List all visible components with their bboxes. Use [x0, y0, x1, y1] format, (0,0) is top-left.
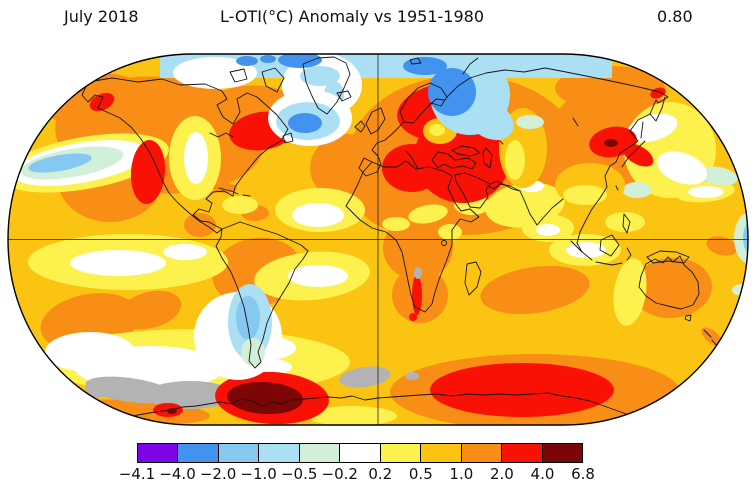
- colorbar-segment: [542, 444, 582, 462]
- colorbar-tick-label: 0.2: [368, 465, 393, 483]
- colorbar-segment: [299, 444, 341, 462]
- colorbar: [137, 443, 583, 463]
- colorbar-tick-labels: −4.1 −4.0 −2.0 −1.0 −0.5 −0.2 0.2 0.5 1.0 2.0 4.0 6…: [119, 465, 595, 485]
- colorbar-tick-label: 0.5: [408, 465, 433, 483]
- colorbar-segment: [178, 444, 219, 462]
- colorbar-segment: [138, 444, 179, 462]
- map-title: L-OTI(°C) Anomaly vs 1951-1980: [219, 7, 485, 26]
- colorbar-segment: [380, 444, 422, 462]
- colorbar-segment: [259, 444, 300, 462]
- colorbar-segment: [502, 444, 543, 462]
- map-date-label: July 2018: [64, 7, 139, 26]
- colorbar-tick-label: 4.0: [530, 465, 555, 483]
- colorbar-segment: [461, 444, 503, 462]
- colorbar-tick-label: −0.2: [321, 465, 358, 483]
- colorbar-segment: [218, 444, 260, 462]
- colorbar-tick-label: −0.5: [280, 465, 318, 483]
- colorbar-tick-label: −2.0: [199, 465, 237, 483]
- colorbar-tick-label: −1.0: [240, 465, 277, 483]
- map-outline: [7, 53, 749, 426]
- colorbar-tick-label: −4.1: [118, 465, 156, 483]
- colorbar-segment: [340, 444, 381, 462]
- coastlines: [81, 56, 720, 422]
- colorbar-segment: [421, 444, 462, 462]
- colorbar-tick-label: 6.8: [571, 465, 595, 483]
- colorbar-tick-label: 2.0: [489, 465, 514, 483]
- graticule: [8, 54, 748, 425]
- colorbar-tick-label: −4.0: [159, 465, 196, 483]
- global-mean-anomaly-value: 0.80: [657, 7, 693, 26]
- colorbar-tick-label: 1.0: [449, 465, 474, 483]
